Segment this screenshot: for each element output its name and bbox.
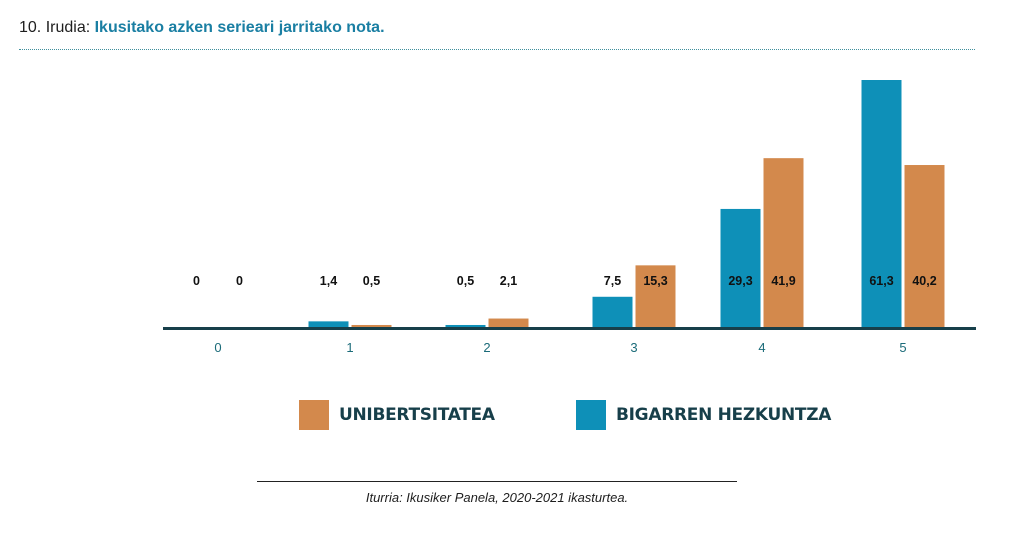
header-rule [19, 49, 975, 50]
value-label-bigarren-hezkuntza-1: 1,4 [320, 274, 337, 288]
value-label-bigarren-hezkuntza-4: 29,3 [728, 274, 752, 288]
bar-bigarren-hezkuntza-5 [861, 80, 902, 327]
legend-item-bigarren-hezkuntza: BIGARREN HEZKUNTZA [576, 400, 831, 430]
legend-label-bigarren-hezkuntza: BIGARREN HEZKUNTZA [616, 405, 832, 425]
bar-unibertsitatea-3 [635, 265, 676, 327]
value-label-unibertsitatea-2: 2,1 [500, 274, 517, 288]
figure-number: 10. Irudia: [19, 19, 91, 36]
source-note: Iturria: Ikusiker Panela, 2020-2021 ikas… [365, 490, 629, 505]
value-label-unibertsitatea-4: 41,9 [771, 274, 795, 288]
legend-swatch-unibertsitatea [299, 400, 329, 430]
value-label-unibertsitatea-3: 15,3 [643, 274, 667, 288]
figure-title: Ikusitako azken serieari jarritako nota. [94, 19, 385, 36]
x-tick-label-2: 2 [483, 340, 490, 355]
value-label-bigarren-hezkuntza-3: 7,5 [604, 274, 621, 288]
bar-bigarren-hezkuntza-1 [308, 321, 349, 327]
value-label-bigarren-hezkuntza-2: 0,5 [457, 274, 474, 288]
legend-item-unibertsitatea: UNIBERTSITATEA [299, 400, 495, 430]
source-rule [257, 481, 737, 482]
x-tick-label-4: 4 [758, 340, 765, 355]
bar-unibertsitatea-2 [488, 318, 529, 327]
legend: UNIBERTSITATEA BIGARREN HEZKUNTZA [0, 400, 1024, 434]
bar-unibertsitatea-4 [763, 158, 804, 327]
legend-swatch-bigarren-hezkuntza [576, 400, 606, 430]
bar-unibertsitatea-1 [351, 324, 392, 327]
bar-bigarren-hezkuntza-4 [720, 208, 761, 327]
value-label-unibertsitatea-5: 40,2 [912, 274, 936, 288]
bar-bigarren-hezkuntza-2 [445, 324, 486, 327]
bar-bigarren-hezkuntza-3 [592, 296, 633, 327]
value-label-unibertsitatea-1: 0,5 [363, 274, 380, 288]
x-tick-label-0: 0 [214, 340, 221, 355]
x-tick-label-3: 3 [630, 340, 637, 355]
x-tick-label-5: 5 [899, 340, 906, 355]
bar-unibertsitatea-5 [904, 165, 945, 327]
value-label-bigarren-hezkuntza-5: 61,3 [869, 274, 893, 288]
legend-label-unibertsitatea: UNIBERTSITATEA [339, 405, 495, 425]
value-label-unibertsitatea-0: 0 [236, 274, 243, 288]
value-label-bigarren-hezkuntza-0: 0 [193, 274, 200, 288]
figure-header: 10. Irudia: Ikusitako azken serieari jar… [19, 19, 385, 37]
x-tick-label-1: 1 [346, 340, 353, 355]
bar-chart: 0 0 0 1,4 0,5 1 0,5 2,1 2 7,5 15,3 3 29,3 41,9 4 61,3 40… [163, 80, 976, 355]
